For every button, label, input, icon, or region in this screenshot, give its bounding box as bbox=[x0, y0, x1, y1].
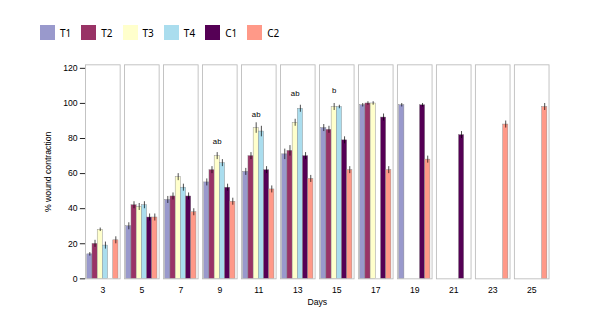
svg-text:ab: ab bbox=[252, 110, 261, 119]
svg-text:ab: ab bbox=[291, 89, 300, 98]
svg-text:40: 40 bbox=[68, 203, 78, 213]
svg-text:80: 80 bbox=[68, 133, 78, 143]
svg-text:ab: ab bbox=[213, 137, 222, 146]
svg-text:Days: Days bbox=[307, 297, 327, 307]
svg-text:120: 120 bbox=[63, 63, 78, 73]
svg-text:% wound contraction: % wound contraction bbox=[43, 131, 53, 212]
html-text:T3: T3 bbox=[142, 25, 154, 40]
svg-text:19: 19 bbox=[410, 285, 420, 295]
svg-text:20: 20 bbox=[68, 239, 78, 249]
svg-text:5: 5 bbox=[139, 285, 144, 295]
svg-text:b: b bbox=[332, 86, 336, 95]
svg-text:100: 100 bbox=[63, 98, 78, 108]
svg-text:3: 3 bbox=[100, 285, 105, 295]
svg-text:9: 9 bbox=[217, 285, 222, 295]
svg-text:13: 13 bbox=[293, 285, 303, 295]
html-text:T2: T2 bbox=[101, 25, 113, 40]
html-text:T4: T4 bbox=[183, 25, 196, 40]
svg-text:17: 17 bbox=[371, 285, 381, 295]
svg-text:21: 21 bbox=[449, 285, 459, 295]
html-text:C1: C1 bbox=[225, 25, 238, 40]
svg-text:11: 11 bbox=[254, 285, 263, 295]
svg-text:0: 0 bbox=[73, 274, 78, 284]
html-text:C2: C2 bbox=[267, 25, 280, 40]
svg-text:60: 60 bbox=[68, 168, 78, 178]
svg-text:15: 15 bbox=[332, 285, 342, 295]
html-text:T1: T1 bbox=[60, 25, 72, 40]
svg-text:23: 23 bbox=[488, 285, 498, 295]
svg-text:7: 7 bbox=[178, 285, 183, 295]
svg-text:25: 25 bbox=[527, 285, 537, 295]
